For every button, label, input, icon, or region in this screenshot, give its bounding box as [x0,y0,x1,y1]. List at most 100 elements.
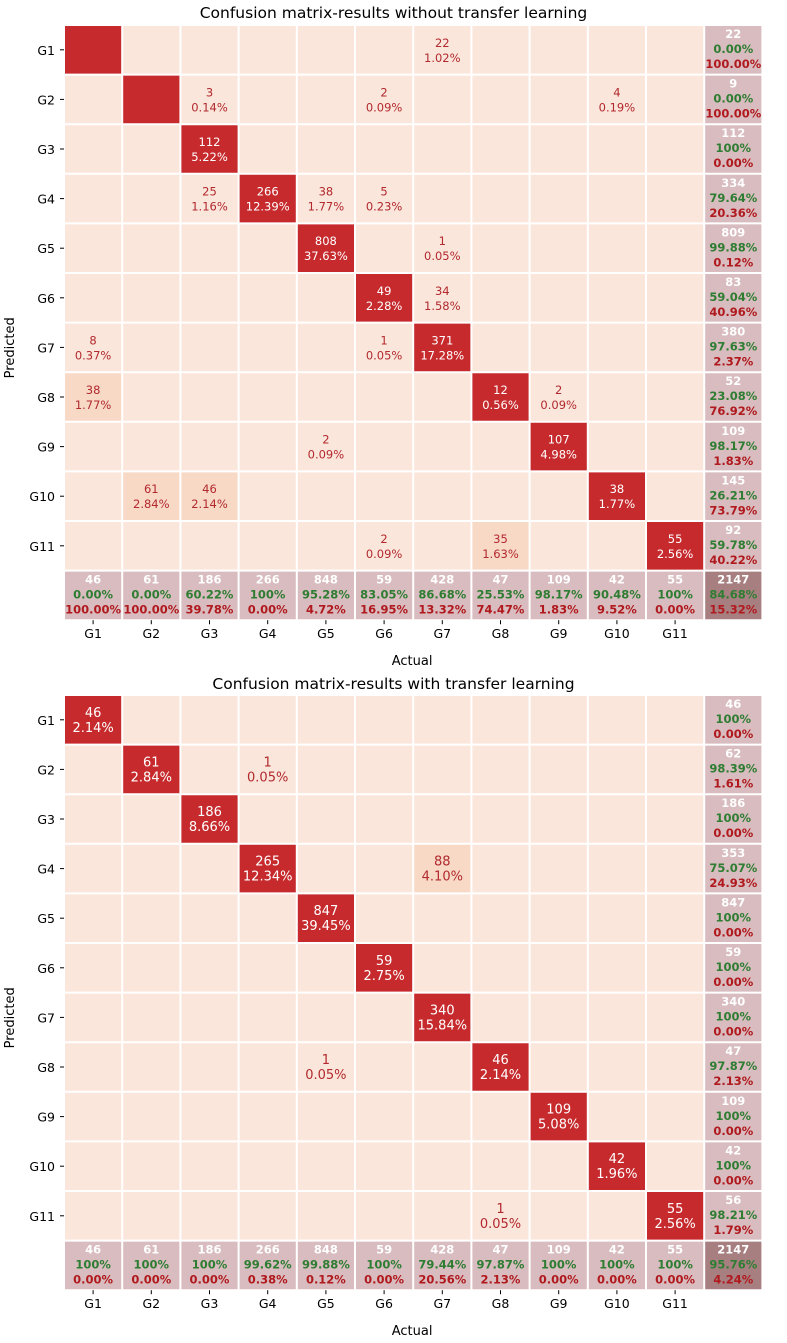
col-summary-count: 848 [314,573,338,587]
y-tick-label: G8 [37,390,55,405]
matrix-cell [64,25,123,75]
matrix-cell-bg [471,25,530,75]
matrix-cell-bg [529,744,588,795]
row-summary-count: 56 [725,1193,741,1207]
matrix-cell-bg [529,843,588,894]
y-tick-label: G3 [37,812,55,827]
cell-percent-label: 1.02% [424,51,461,65]
matrix-cell-bg [238,794,297,844]
matrix-cell-bg [64,1042,123,1092]
matrix-cell-bg [238,421,297,472]
matrix-cell [296,173,355,224]
matrix-cell-bg [587,124,646,174]
col-summary-cell [64,1240,123,1291]
matrix-cell-bg [587,893,646,943]
matrix-cell-bg [529,794,588,844]
cell-count-label: 265 [255,855,280,870]
total-count: 2147 [717,573,749,587]
matrix-cell-bg [122,1042,181,1092]
x-axis-label: Actual [392,1324,433,1339]
cell-percent-label: 39.45% [301,919,351,934]
row-summary-error: 73.79% [709,503,757,517]
cell-percent-label: 1.58% [424,299,461,313]
x-tick-label: G6 [375,1296,393,1311]
matrix-cell-bg [122,992,181,1043]
cell-percent-label: 0.09% [366,100,403,114]
row-summary-count: 145 [721,473,745,487]
col-summary-correct: 0.00% [73,588,113,602]
row-summary-cell [704,273,763,323]
matrix-cell-bg [529,695,588,745]
matrix-cell-bg [64,471,123,521]
col-summary-count: 428 [430,1243,454,1257]
row-summary-cell [704,173,763,224]
matrix-cell-bg [587,992,646,1043]
col-summary-error: 0.00% [655,1273,695,1287]
matrix-cell-bg [587,521,646,571]
y-tick-label: G7 [37,1010,55,1025]
matrix-cell-bg [238,992,297,1043]
col-summary-count: 47 [492,573,508,587]
x-tick-label: G8 [492,1296,510,1311]
matrix-cell-bg [64,1141,123,1191]
cell-count-label: 59 [376,954,393,969]
x-tick-label: G8 [492,626,510,641]
cell-count-label: 38 [610,482,625,496]
matrix-cell-bg [646,843,705,894]
cell-percent-label: 0.09% [366,547,403,561]
matrix-cell-bg [238,372,297,422]
matrix-cell-bg [238,1091,297,1142]
row-summary-count: 847 [721,895,745,909]
col-summary-cell [413,1240,472,1291]
x-tick-label: G3 [201,1296,219,1311]
cell-count-label: 35 [493,532,508,546]
x-tick-label: G4 [259,626,277,641]
x-tick-label: G2 [142,1296,160,1311]
row-summary-error: 100.00% [705,57,761,71]
matrix-cell-bg [122,521,181,571]
col-summary-correct: 79.44% [418,1258,466,1272]
row-summary-error: 40.22% [709,553,757,567]
matrix-cell-bg [646,471,705,521]
matrix-cell [64,695,123,745]
row-summary-cell [704,471,763,521]
matrix-cell-bg [64,992,123,1043]
matrix-cell-bg [64,794,123,844]
col-summary-count: 46 [85,1243,101,1257]
matrix-cell [180,124,239,174]
y-tick-label: G10 [29,1159,55,1174]
matrix-cell [471,1042,530,1092]
cell-percent-label: 0.05% [480,1217,521,1232]
matrix-cell [355,521,414,571]
matrix-cell-bg [646,223,705,273]
matrix-cell-bg [413,124,472,174]
col-summary-correct: 99.62% [244,1258,292,1272]
col-summary-error: 0.00% [597,1273,637,1287]
col-summary-count: 186 [197,573,221,587]
matrix-cell-bg [587,25,646,75]
matrix-cell-bg [180,943,239,993]
col-summary-error: 0.00% [539,1273,579,1287]
matrix-cell-bg [355,372,414,422]
col-summary-cell [471,570,530,621]
total-accuracy: 95.76% [709,1258,757,1272]
matrix-cell [296,421,355,472]
matrix-cell-bg [64,1091,123,1142]
matrix-cell-bg [646,322,705,373]
cell-percent-label: 8.66% [189,820,230,835]
matrix-cell-bg [122,273,181,323]
col-summary-correct: 100% [192,1258,228,1272]
matrix-cell-bg [238,471,297,521]
matrix-cell [355,943,414,993]
cell-count-label: 266 [257,185,279,199]
matrix-cell [413,992,472,1043]
matrix-cell-bg [529,322,588,373]
cell-percent-label: 4.10% [422,870,463,885]
cell-percent-label: 0.05% [366,348,403,362]
y-tick-label: G11 [29,1209,55,1224]
row-summary-count: 353 [721,846,745,860]
matrix-cell-bg [587,322,646,373]
matrix-cell-bg [355,992,414,1043]
matrix-cell-bg [471,173,530,224]
row-summary-count: 83 [725,275,741,289]
